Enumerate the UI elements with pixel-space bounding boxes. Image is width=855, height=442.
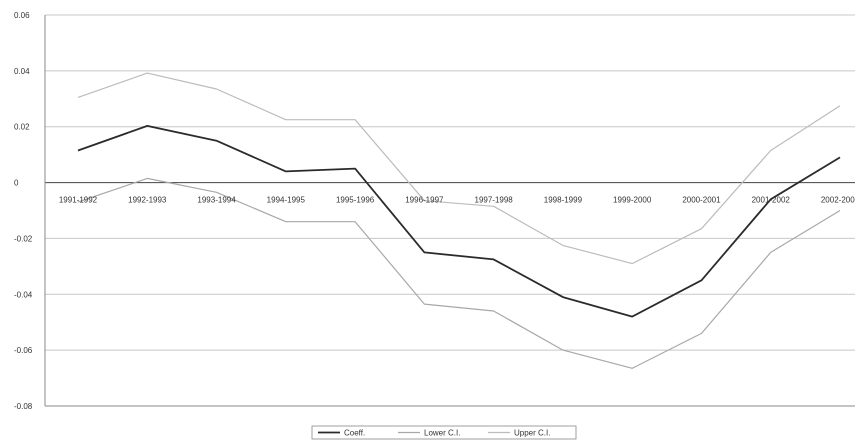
- x-tick-label-4: 1995-1996: [336, 196, 375, 205]
- y-tick-label-6: 0.04: [14, 67, 30, 76]
- legend-label-1: Lower C.I.: [424, 429, 460, 438]
- series-line-coeff: [77, 125, 841, 318]
- gridlines: [45, 14, 855, 351]
- x-tick-label-10: 2001-2002: [752, 196, 791, 205]
- x-tick-label-11: 2002-2003: [821, 196, 855, 205]
- y-tick-label-5: 0.02: [14, 123, 30, 132]
- series-line-lower-c-i: [77, 177, 841, 369]
- series-line-upper-c-i: [77, 72, 841, 265]
- x-tick-label-1: 1992-1993: [128, 196, 167, 205]
- x-tick-label-2: 1993-1994: [197, 196, 236, 205]
- x-tick-label-3: 1994-1995: [267, 196, 306, 205]
- x-tick-label-9: 2000-2001: [682, 196, 721, 205]
- legend-label-2: Upper C.I.: [514, 429, 550, 438]
- x-tick-label-5: 1996-1997: [405, 196, 444, 205]
- y-tick-labels: -0.08 -0.06 -0.04 -0.02 0 0.02 0.04 0.06: [14, 11, 33, 411]
- x-tick-label-7: 1998-1999: [544, 196, 583, 205]
- y-tick-label-1: -0.06: [14, 346, 33, 355]
- y-tick-label-4: 0: [14, 179, 19, 188]
- legend: Coeff. Lower C.I. Upper C.I.: [311, 425, 577, 440]
- axes: [44, 15, 855, 407]
- x-tick-labels: 1991-1992 1992-1993 1993-1994 1994-1995 1995…: [59, 196, 855, 205]
- y-tick-label-2: -0.04: [14, 290, 33, 299]
- legend-box: [311, 425, 577, 440]
- x-tick-label-0: 1991-1992: [59, 196, 98, 205]
- x-tick-label-8: 1999-2000: [613, 196, 652, 205]
- y-tick-label-7: 0.06: [14, 11, 30, 20]
- y-tick-label-3: -0.02: [14, 234, 33, 243]
- x-tick-label-6: 1997-1998: [475, 196, 514, 205]
- y-tick-label-0: -0.08: [14, 402, 33, 411]
- legend-label-0: Coeff.: [344, 429, 365, 438]
- series-lines: [77, 72, 841, 369]
